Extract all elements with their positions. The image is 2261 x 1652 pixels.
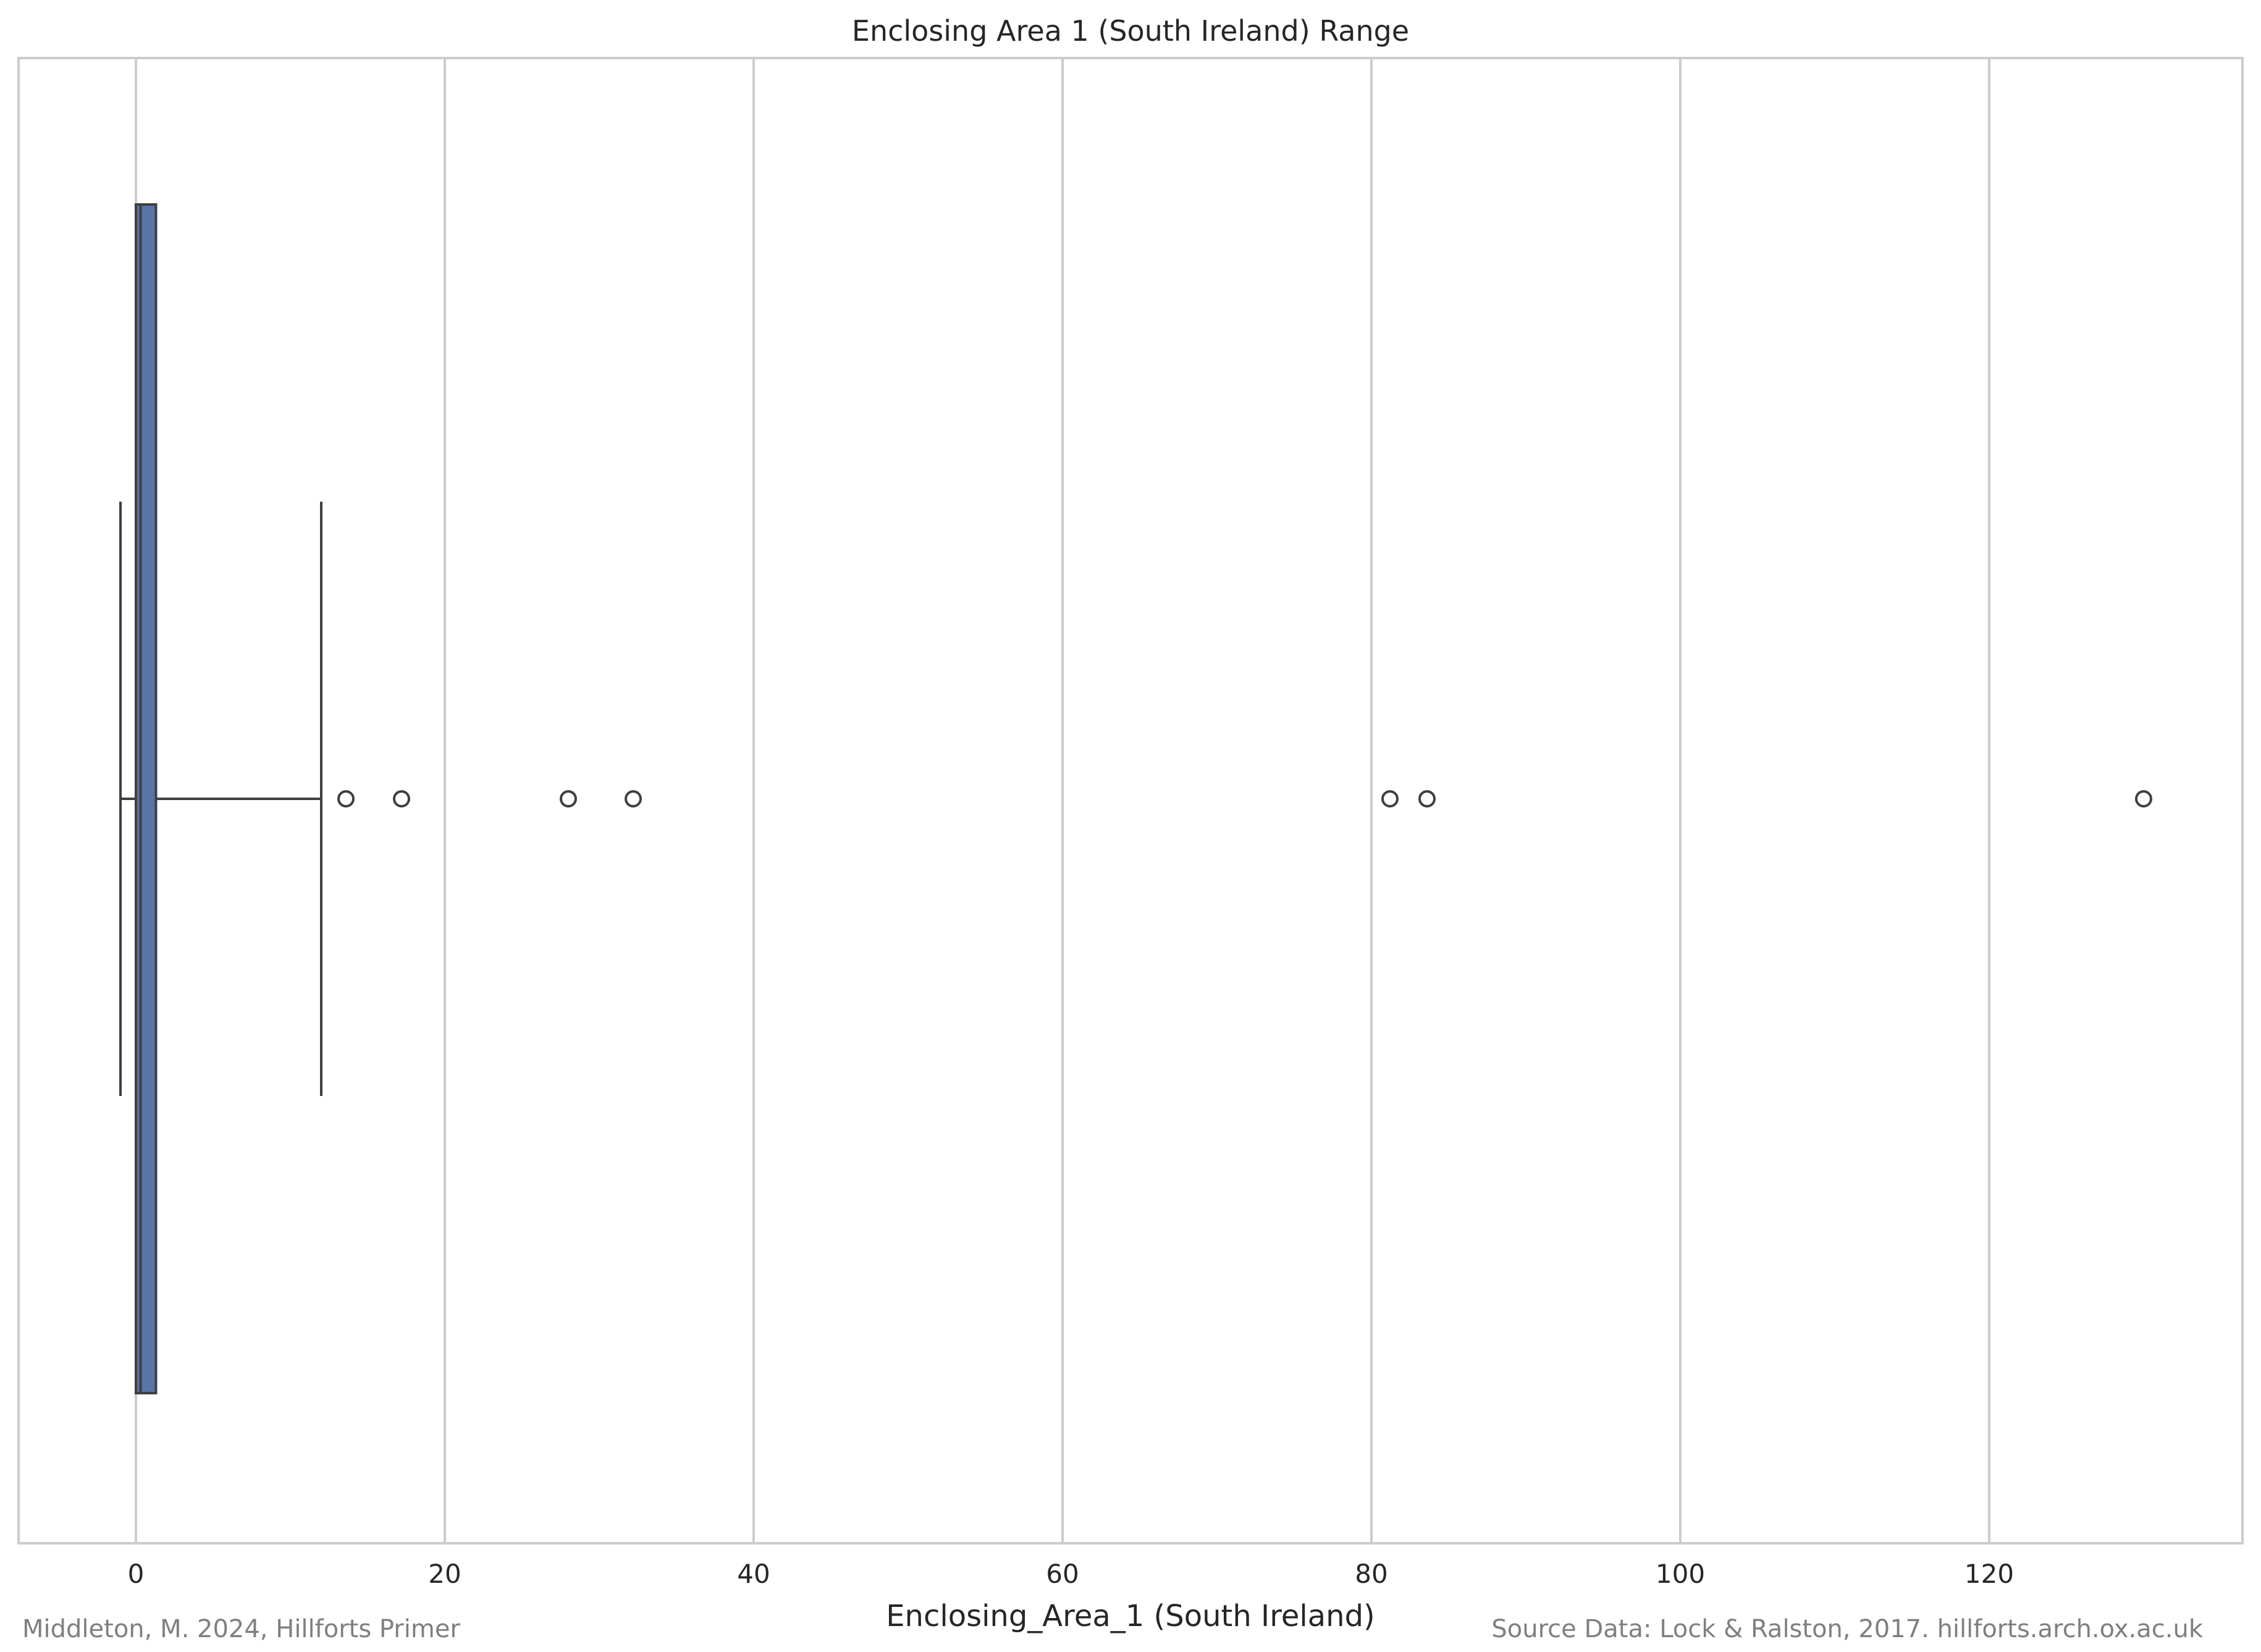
outlier-point-4 [625,790,642,807]
outlier-point-7 [2135,790,2152,807]
x-tick-label-80: 80 [1355,1559,1387,1589]
outlier-point-3 [560,790,577,807]
x-tick-label-40: 40 [737,1559,770,1589]
x-tick-label-120: 120 [1964,1559,2014,1589]
box-plot [119,203,322,1394]
x-tick-label-100: 100 [1656,1559,1705,1589]
outlier-point-6 [1418,790,1436,807]
outlier-point-1 [337,790,355,807]
x-tick-labels: 0 20 40 60 80 100 120 [128,1559,2014,1589]
x-tick-label-60: 60 [1046,1559,1079,1589]
x-tick-label-20: 20 [428,1559,461,1589]
grid-lines [135,58,1990,1543]
footer-credit-left: Middleton, M. 2024, Hillforts Primer [22,1615,460,1643]
iqr-box [135,203,158,1394]
outliers [337,790,2152,807]
footer-credit-right: Source Data: Lock & Ralston, 2017. hillf… [1491,1615,2203,1643]
outlier-point-5 [1381,790,1399,807]
x-tick-label-0: 0 [128,1559,145,1589]
chart-title: Enclosing Area 1 (South Ireland) Range [852,14,1409,48]
x-axis-label: Enclosing_Area_1 (South Ireland) [886,1599,1375,1633]
outlier-point-2 [393,790,410,807]
plot-frame [17,57,2244,1545]
